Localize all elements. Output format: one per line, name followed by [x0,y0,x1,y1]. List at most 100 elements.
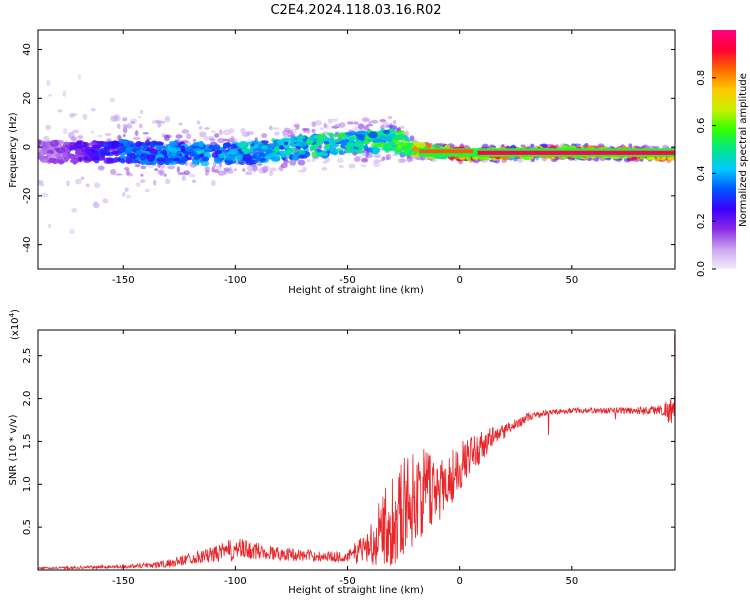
spectrogram-blob [129,143,135,148]
spectrogram-blob [203,136,211,141]
spectrogram-blob [290,139,300,143]
spectrogram-blob [346,121,354,125]
spectrogram-blob [399,125,405,129]
spectrogram-blob [71,207,78,213]
spectrogram-blob [242,168,246,172]
spectrogram-blob [154,168,159,171]
spectrogram-blob [43,135,50,143]
spectrogram-blob [331,143,340,147]
spectrogram-blob [69,158,79,164]
figure-title: C2E4.2024.118.03.16.R02 [270,3,441,18]
x-tick-label: 0 [456,576,462,587]
spectrogram-blob [280,162,288,169]
spectrogram-blob [180,145,186,152]
snr-y-ticks: 0.5 1.0 1.5 2.0 2.5 [22,348,675,535]
spectrogram-blob [90,108,96,112]
spectrogram-blob [102,198,109,204]
spectrogram-blob [520,144,526,148]
spectrogram-blob [192,139,197,142]
spectrogram-blob [157,169,165,175]
spectrogram-blob [516,157,524,163]
spectrogram-blob [136,150,142,154]
spectrogram-blob [181,175,186,182]
spectrogram-blob [198,140,205,148]
spectrogram-blob [633,159,640,162]
spectrogram-blob [346,142,356,147]
spectrogram-blob [252,147,261,152]
spectrogram-blob [188,173,196,178]
spectrogram-blob [258,152,267,158]
spectrogram-blob [387,115,393,120]
spectrogram-blob [70,136,77,142]
spectrogram-blob [127,123,132,129]
spectrogram-blob [169,142,176,149]
spectrogram-blob [255,156,262,162]
spectrogram-blob [268,170,274,177]
spectrogram-blob [73,142,82,149]
spectrogram-blob [356,130,367,135]
spectrogram-blob [298,169,306,173]
spectrogram-blob [378,159,383,163]
snr-x-ticks: -150 -100 -50 0 50 [112,330,578,587]
spectrogram-blob [144,188,150,193]
spectrogram-blob [184,146,194,153]
spectrogram-blob [379,119,387,123]
colorbar-ticks: 0.0 0.2 0.4 0.6 0.8 [696,70,716,277]
spectrogram-blob [89,154,97,159]
spectrogram-blob [287,129,293,135]
spectrogram-blob [111,140,119,146]
spectrogram-blob [340,139,348,147]
spectrogram-blob [348,132,355,136]
spectrogram-blob [196,120,201,125]
snr-background [38,330,675,570]
spectrogram-blob [228,148,239,155]
spectrogram-blob [140,165,147,170]
spectrogram-blob [319,127,325,131]
spectrogram-blob [392,153,398,157]
colorbar-tick-label: 0.8 [696,70,707,86]
spectrogram-blob [283,141,289,146]
spectrogram-blob [142,132,149,135]
spectrogram-blob [306,139,314,145]
spectrogram-blob [178,158,187,165]
spectrogram-blob [381,156,386,162]
spectrogram-blob [165,178,171,185]
spectrogram-blob [145,139,151,146]
spectrogram-blob [46,80,51,87]
spectrogram-blob [306,128,311,134]
spectrogram-blob [667,156,675,161]
spectrogram-blob [357,123,365,130]
spectrogram-blob [354,140,359,148]
spectrogram-blob [176,166,180,173]
spectrogram-blob [191,179,196,183]
spectrogram-blob [398,142,409,147]
spectrogram-blob [85,183,90,188]
spectrogram-blob [181,129,190,134]
spectrogram-blob [382,121,390,128]
spectrogram-blob [404,136,410,142]
spectrogram-blob [105,147,110,154]
spectrogram-blob [260,157,267,162]
spectrogram-blob [39,156,49,163]
x-tick-label: 50 [565,576,578,587]
spectrogram-blob [125,194,132,199]
spectrogram-blob [46,153,52,158]
spectrogram-blob [132,136,141,141]
spectrogram-blob [121,146,126,153]
spectrogram-blob [120,157,126,164]
spectrogram-blob [62,127,68,135]
spectrogram-panel: -150 -100 -50 0 50 40 20 0 -20 -40 Height of str… [8,29,676,296]
spectrogram-x-label: Height of straight line (km) [288,285,424,296]
spectrogram-blob [151,119,159,125]
spectrogram-blob [372,161,380,168]
spectrogram-blob [256,163,263,166]
spectrogram-blob [323,122,327,128]
spectrogram-blob [327,138,336,143]
spectrogram-blob [405,142,414,147]
spectrogram-blob [77,135,84,140]
spectrogram-y-label: Frequency (Hz) [8,112,19,188]
spectrogram-blob [334,123,342,128]
spectrogram-blob [69,228,75,234]
spectrogram-blob [75,148,83,155]
spectrogram-blob [269,167,277,172]
